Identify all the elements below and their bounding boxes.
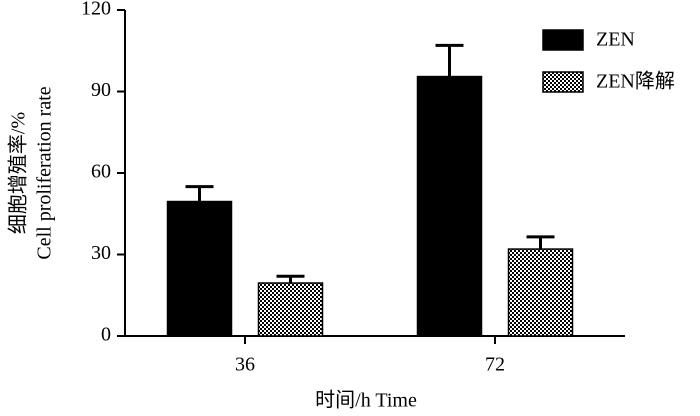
legend-label: ZEN降解 <box>596 70 675 93</box>
x-tick-label: 36 <box>235 354 255 376</box>
y-tick-label: 30 <box>91 242 111 264</box>
y-tick-label: 90 <box>91 79 111 101</box>
bar <box>507 248 574 337</box>
bar <box>257 282 324 337</box>
x-axis-title: 时间/h Time <box>315 389 417 412</box>
y-tick-label: 0 <box>101 324 111 346</box>
x-tick-label: 72 <box>485 354 505 376</box>
y-axis-title: 细胞增殖率/% <box>7 112 30 234</box>
legend-label: ZEN <box>596 29 635 51</box>
legend-swatch <box>542 29 584 51</box>
legend-swatch <box>542 71 584 93</box>
y-tick-label: 60 <box>91 161 111 183</box>
bar <box>166 200 233 337</box>
y-tick-label: 120 <box>81 0 111 20</box>
bar <box>416 75 483 337</box>
y-axis-title: Cell proliferation rate <box>34 86 56 259</box>
